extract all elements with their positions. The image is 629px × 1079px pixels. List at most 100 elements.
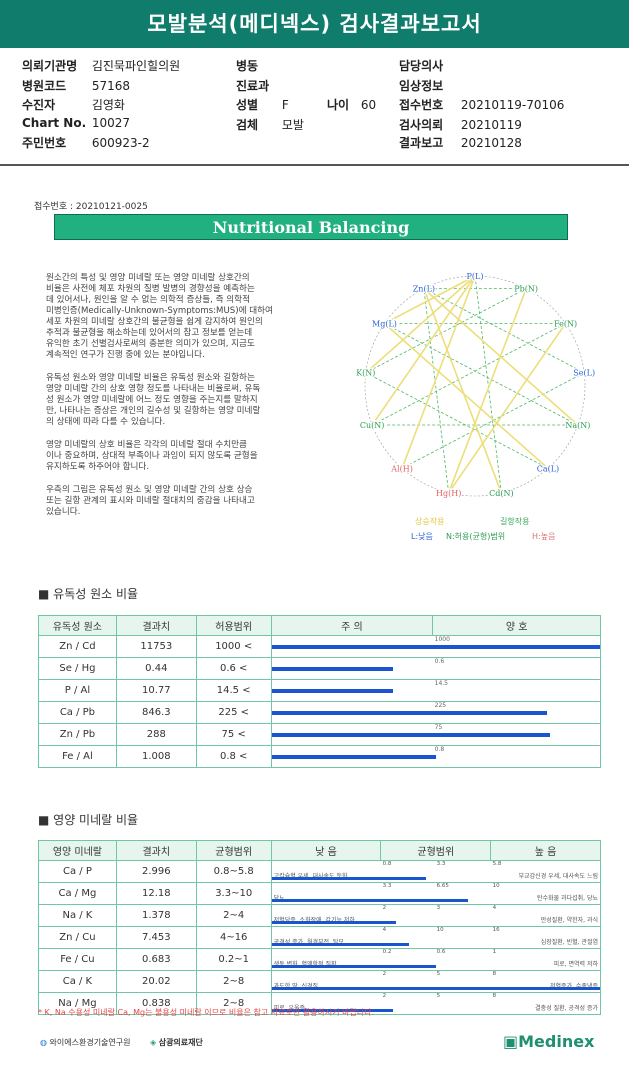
info-label: 주민번호 (22, 136, 67, 150)
info-label: 검체 (236, 118, 259, 132)
allowed-range: 0.6 < (195, 657, 272, 680)
low-description: 저혈당증, 소화장애, 갑기능 저하 (274, 915, 355, 924)
low-description: 생동 변화, 혈액학적 질환 (274, 959, 337, 968)
bar-cell: 225 (270, 701, 602, 724)
column-header: 영양 미네랄 (38, 840, 117, 861)
table-row: Na / Mg 0.838 2~8 2 5 8 피로, 우울증 결충성 질환, … (38, 992, 602, 1015)
globe-icon: ◍ (40, 1038, 47, 1047)
wheel-label: Hg(H) (436, 489, 461, 498)
result-bar (271, 899, 469, 902)
synergy-line (371, 275, 476, 426)
range-low: 2 (382, 905, 387, 911)
low-description: 당뇨 (274, 893, 285, 902)
wheel-label: Ca(L) (537, 464, 559, 473)
table-row: Zn / Cu 7.453 4~16 4 10 16 공격성 증가, 월경부전,… (38, 926, 602, 949)
result-value: 1.378 (115, 904, 197, 927)
element-name: Ca / Pb (38, 701, 117, 724)
high-description: 심장질환, 빈혈, 관절염 (540, 939, 598, 946)
balance-range: 0.2~1 (195, 948, 272, 971)
range-mid: 5 (436, 971, 441, 977)
range-mid: 3.3 (436, 861, 446, 867)
column-header: 결과치 (115, 615, 197, 636)
range-mid: 5 (436, 993, 441, 999)
result-value: 846.3 (115, 701, 197, 724)
balance-range: 4~16 (195, 926, 272, 949)
mineral-name: Zn / Cu (38, 926, 117, 949)
nutrient-section-title: ■ 영양 미네랄 비율 (38, 813, 139, 827)
range-high: 1 (492, 949, 497, 955)
mineral-name: Ca / K (38, 970, 117, 993)
toxic-paragraph: 유독성 원소와 영양 미네랄 비율은 유독성 원소와 길항하는 영양 미네랄 간… (46, 373, 261, 427)
wheel-label: P(L) (467, 272, 484, 281)
info-label: Chart No. (22, 116, 87, 130)
divider (0, 164, 629, 166)
element-name: Zn / Pb (38, 723, 117, 746)
brand-name: Medinex (518, 1032, 595, 1051)
result-bar (271, 689, 393, 693)
result-bar (271, 1009, 394, 1012)
range-low: 2 (382, 993, 387, 999)
balance-range: 3.3~10 (195, 882, 272, 905)
antagonism-line (365, 288, 527, 374)
column-header: 허용범위 (195, 615, 272, 636)
info-value: 김진묵파인힐의원 (91, 59, 181, 73)
result-bar (271, 921, 397, 924)
result-bar (271, 943, 410, 946)
column-header: 균형범위 (195, 840, 272, 861)
range-high: 5.8 (492, 861, 502, 867)
element-name: Zn / Cd (38, 635, 117, 658)
result-value: 288 (115, 723, 197, 746)
table-row: Se / Hg 0.44 0.6 < 0.6 (38, 657, 602, 680)
allowed-range: 225 < (195, 701, 272, 724)
result-value: 1.008 (115, 745, 197, 768)
info-value: 57168 (91, 79, 131, 93)
wheel-label: Fe(N) (554, 320, 577, 329)
low-description: 피로, 우울증 (274, 1003, 305, 1012)
footnote: * K, Na 수용성 미네랄 Ca, Mg는 불용성 미네랄 이므로 비율은 … (38, 1008, 375, 1017)
wheel-label: Zn(L) (413, 285, 435, 294)
intro-paragraph: 원소간의 특성 및 영양 미네랄 또는 영양 미네랄 상호간의 비율은 사전에 … (46, 273, 273, 360)
bar-cell: 0.2 0.6 1 생동 변화, 혈액학적 질환 피로, 면역력 저하 (270, 948, 602, 971)
threshold-label: 1000 (434, 636, 450, 643)
table-row: Fe / Al 1.008 0.8 < 0.8 (38, 745, 602, 768)
bar-cell: 2 5 8 피로, 우울증 결충성 질환, 공격성 증가 (270, 992, 602, 1015)
legend-normal: N:허용(균형)범위 (446, 532, 506, 541)
medinex-logo: ▣Medinex (503, 1032, 594, 1051)
result-bar (271, 645, 600, 649)
reference-number: 접수번호 : 20210121-0025 (34, 202, 148, 212)
info-value: F (281, 98, 289, 112)
high-description: 결충성 질환, 공격성 증가 (535, 1005, 598, 1012)
range-high: 16 (492, 927, 500, 933)
info-label: 나이 (327, 98, 350, 112)
range-mid: 6.65 (436, 883, 449, 889)
mineral-name: Ca / P (38, 860, 117, 883)
legend-low: L:낮음 (411, 532, 433, 541)
info-label: 성별 (236, 98, 259, 112)
logo-icon: ◈ (150, 1038, 157, 1047)
table-row: Zn / Cd 11753 1000 < 1000 (38, 635, 602, 658)
synergy-line (448, 323, 567, 494)
result-bar (271, 733, 551, 737)
allowed-range: 14.5 < (195, 679, 272, 702)
info-value: 20210119-70106 (460, 98, 565, 112)
range-high: 8 (492, 993, 497, 999)
info-value: 600923-2 (91, 136, 150, 150)
range-high: 8 (492, 971, 497, 977)
legend-synergy: 상승작용 (415, 517, 445, 526)
high-description: 저혈증가, 수족냉증 (550, 981, 598, 990)
allowed-range: 75 < (195, 723, 272, 746)
table-row: Zn / Pb 288 75 < 75 (38, 723, 602, 746)
antagonism-line (474, 275, 502, 493)
balance-paragraph: 영양 미네랄의 상호 비율은 각각의 미네랄 절대 수치만큼 이나 중요하며, … (46, 440, 258, 472)
bar-cell: 2 3 4 저혈당증, 소화장애, 갑기능 저하 만성질환, 약한자, 과식 (270, 904, 602, 927)
column-header: 유독성 원소 (38, 615, 117, 636)
org-name: 삼광의료재단 (158, 1038, 203, 1047)
org-logo-1: ◍ 와이에스환경기술연구원 (40, 1037, 131, 1048)
mineral-wheel-diagram: P(L) Pb(N) Fe(N) Se(L) Na(N) Ca(L) Cd(N) Hg(H) A… (355, 271, 596, 499)
info-value: 모발 (281, 118, 304, 132)
info-label: 병동 (236, 59, 259, 73)
synergy-line (384, 275, 476, 325)
column-header: 낮 음 (270, 840, 382, 861)
bar-cell: 4 10 16 공격성 증가, 월경부전, 탈모 심장질환, 빈혈, 관절염 (270, 926, 602, 949)
balance-range: 0.8~5.8 (195, 860, 272, 883)
